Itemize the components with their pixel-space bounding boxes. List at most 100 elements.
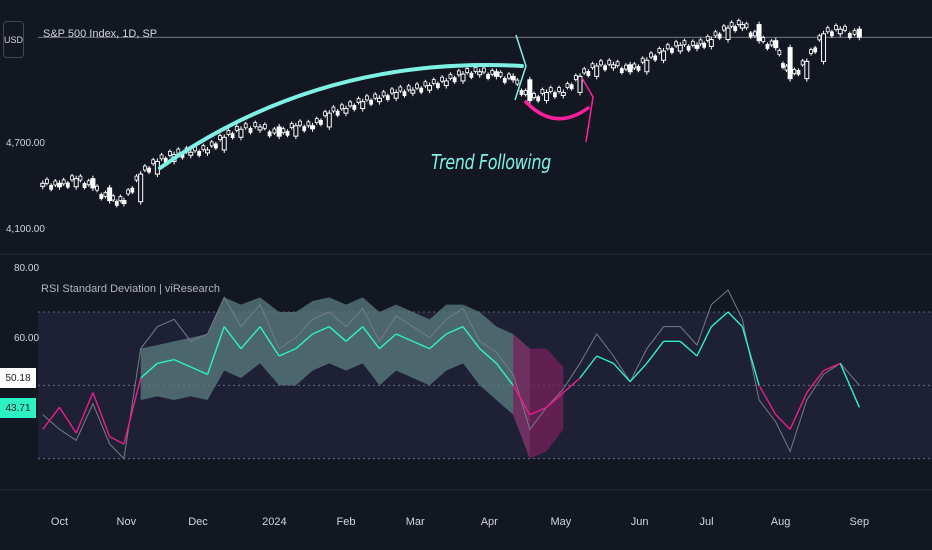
fast-line-segment xyxy=(378,333,397,350)
fast-line-segment xyxy=(328,326,347,342)
annotations xyxy=(158,34,594,170)
price-candle xyxy=(481,67,486,73)
price-candle xyxy=(147,167,151,173)
price-candle xyxy=(821,33,827,62)
price-candle xyxy=(653,55,658,61)
price-candle xyxy=(773,40,779,49)
price-candle xyxy=(843,25,847,31)
pullback-arc xyxy=(524,100,590,121)
fast-line-segment xyxy=(429,333,447,350)
price-candle xyxy=(393,91,399,99)
price-candle xyxy=(285,130,290,136)
rsi-line xyxy=(42,289,860,460)
currency-button[interactable]: USD xyxy=(3,21,24,58)
price-candle xyxy=(281,128,286,134)
price-candle xyxy=(331,106,336,112)
fast-line-segment xyxy=(775,414,791,430)
pullback-arrowhead xyxy=(581,77,594,143)
price-candle xyxy=(339,104,344,110)
price-candle xyxy=(314,118,319,124)
price-candle xyxy=(557,87,562,92)
price-candle xyxy=(310,125,316,130)
price-candle xyxy=(385,95,390,101)
price-candle xyxy=(640,57,645,63)
price-candle xyxy=(65,182,70,188)
price-candle xyxy=(130,187,135,193)
price-candle xyxy=(565,83,570,88)
fast-line-segment xyxy=(157,358,175,365)
price-candle xyxy=(796,69,801,75)
price-candle xyxy=(56,182,62,188)
price-candle xyxy=(218,135,222,140)
price-candle xyxy=(507,73,511,79)
x-axis: Oct Nov Dec 2024 Feb Mar Apr May Jun Jul Aug Sep xyxy=(51,516,869,528)
price-candle xyxy=(765,44,770,49)
price-candle xyxy=(837,28,843,35)
price-candle xyxy=(436,83,440,88)
price-candle xyxy=(519,90,524,95)
price-candle xyxy=(739,24,745,29)
price-candle xyxy=(756,24,762,42)
price-candle xyxy=(95,185,99,191)
price-candle xyxy=(702,42,707,48)
price-candle xyxy=(665,44,670,50)
fast-line-segment xyxy=(345,326,364,342)
price-candle xyxy=(573,75,578,80)
fast-line-segment xyxy=(679,340,698,357)
price-candle xyxy=(373,93,378,99)
price-candle xyxy=(234,125,239,131)
price-candle xyxy=(323,111,328,117)
price-candle xyxy=(257,126,263,131)
price-candle xyxy=(502,77,507,83)
price-candle xyxy=(121,200,127,205)
price-candle xyxy=(262,123,267,129)
price-candle xyxy=(213,143,218,149)
price-candle xyxy=(90,178,96,189)
price-candle xyxy=(319,119,323,125)
price-candle xyxy=(577,75,583,93)
price-candle xyxy=(142,165,147,171)
price-candle xyxy=(293,125,299,137)
fast-line-segment xyxy=(646,340,665,364)
price-candle xyxy=(477,71,483,76)
price-candle xyxy=(834,25,838,30)
price-candle xyxy=(733,26,738,32)
price-candle xyxy=(532,93,536,99)
price-candle xyxy=(243,123,248,129)
price-candle xyxy=(343,108,349,114)
symbol-title[interactable]: S&P 500 Index, 1D, SP xyxy=(43,28,158,40)
fast-line-segment xyxy=(312,326,330,335)
price-candle xyxy=(188,151,194,156)
price-candle xyxy=(781,63,785,68)
price-candle xyxy=(682,40,687,46)
indicator-title[interactable]: RSI Standard Deviation | viResearch xyxy=(41,283,220,295)
price-candle xyxy=(708,39,714,47)
price-candle xyxy=(856,28,862,38)
fast-line-segment xyxy=(479,348,497,364)
price-candle xyxy=(804,60,810,80)
price-candle xyxy=(298,120,302,126)
fast-line-segment xyxy=(579,355,598,379)
price-candle xyxy=(603,65,607,71)
price-candle xyxy=(103,192,108,197)
price-candle xyxy=(761,37,766,42)
price-candle xyxy=(784,65,789,71)
price-candle xyxy=(49,184,54,190)
price-candle xyxy=(644,59,650,73)
price-candle xyxy=(230,133,235,138)
price-candle xyxy=(744,23,749,29)
price-candle xyxy=(306,121,311,127)
fast-line-segment xyxy=(495,362,514,386)
price-candle xyxy=(490,69,495,75)
price-candle xyxy=(661,50,667,61)
price-candle xyxy=(86,180,91,186)
price-candle xyxy=(45,178,49,184)
price-candle xyxy=(348,101,353,107)
x-tick-label: Apr xyxy=(481,516,498,528)
price-candle xyxy=(82,183,87,189)
price-pane xyxy=(0,18,932,255)
price-candle xyxy=(356,98,361,103)
price-candle xyxy=(829,31,834,37)
price-candle xyxy=(590,63,595,69)
price-candle xyxy=(276,126,282,137)
